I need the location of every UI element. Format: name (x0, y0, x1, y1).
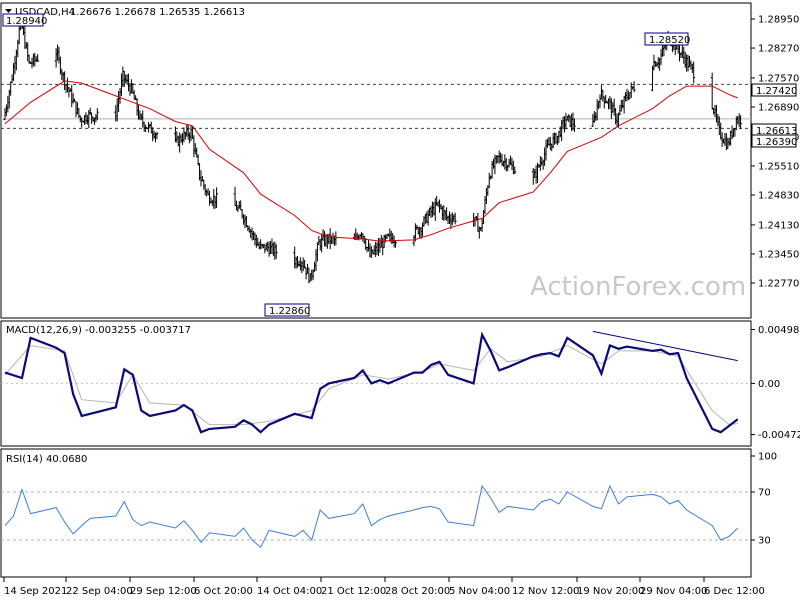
price-tick-label: 1.24830 (758, 191, 799, 202)
rsi-levels (1, 491, 751, 541)
candle (95, 108, 99, 121)
price-tick-label: 1.25510 (758, 161, 799, 172)
price-tick-label: 1.28270 (758, 44, 799, 55)
rsi-tick-label: 100 (758, 452, 777, 463)
macd-header: MACD(12,26,9) -0.003255 -0.003717 (6, 325, 191, 336)
time-tick-label: 14 Sep 2021 (4, 586, 67, 597)
time-tick-label: 29 Nov 04:00 (640, 586, 707, 597)
candle (394, 240, 398, 248)
candles (3, 12, 743, 284)
macd-panel: 0.00498 0.00 -0.004723 MACD(12,26,9) -0.00… (0, 320, 800, 447)
candle (739, 115, 743, 130)
price-tick-label: 1.26890 (758, 103, 799, 114)
candle (155, 131, 159, 140)
macd-tick-label: -0.004723 (758, 430, 800, 441)
macd-line (4, 331, 739, 434)
rsi-panel: 100 70 30 RSI(14) 40.0680 (0, 448, 777, 578)
time-tick-label: 6 Oct 20:00 (194, 586, 253, 597)
candle (572, 118, 576, 132)
candle (36, 53, 40, 62)
time-tick-label: 12 Nov 12:00 (512, 586, 579, 597)
label-support: 1.26390 (751, 134, 797, 148)
macd-trendline (592, 330, 738, 362)
svg-text:1.26613: 1.26613 (756, 126, 797, 137)
macd-tick-label: 0.00498 (758, 325, 799, 336)
rsi-panel-frame (0, 448, 752, 578)
rsi-header: RSI(14) 40.0680 (6, 454, 87, 465)
rsi-tick-label: 30 (758, 536, 771, 547)
svg-text:1.22860: 1.22860 (269, 306, 310, 317)
rsi-tick-label: 70 (758, 488, 771, 499)
svg-text:1.26390: 1.26390 (756, 137, 797, 148)
svg-text:1.28520: 1.28520 (649, 35, 690, 46)
label-current-price: 1.26613 (751, 123, 797, 137)
time-tick-label: 6 Dec 12:00 (704, 586, 765, 597)
label-high-left: 1.28940 (2, 13, 47, 27)
time-tick-label: 21 Oct 12:00 (321, 586, 386, 597)
time-tick-label: 29 Sep 12:00 (130, 586, 197, 597)
candle (215, 187, 219, 208)
time-tick-label: 19 Nov 20:00 (577, 586, 644, 597)
candle (692, 61, 696, 84)
candle (453, 212, 457, 225)
price-tick-label: 1.23450 (758, 249, 799, 260)
label-high-right: 1.28520 (644, 32, 690, 46)
time-tick-label: 5 Nov 04:00 (449, 586, 510, 597)
candle (274, 243, 278, 259)
moving-average-line (4, 80, 738, 242)
rsi-axis: 100 70 30 (751, 452, 777, 547)
time-tick-label: 28 Oct 20:00 (385, 586, 450, 597)
svg-text:1.27420: 1.27420 (756, 86, 797, 97)
symbol-header: USDCAD,H4 (15, 7, 75, 18)
price-panel-frame (0, 2, 752, 319)
macd-tick-label: 0.00 (758, 379, 780, 390)
ohlc-header: 1.26676 1.26678 1.26535 1.26613 (70, 7, 245, 18)
macd-signal-line (4, 344, 738, 426)
time-tick-label: 22 Sep 04:00 (66, 586, 133, 597)
svg-text:1.28940: 1.28940 (6, 16, 47, 27)
candle (632, 81, 636, 93)
macd-axis: 0.00498 0.00 -0.004723 (1, 325, 800, 441)
watermark: ActionForex.com (530, 272, 746, 302)
time-tick-label: 14 Oct 04:00 (257, 586, 322, 597)
label-low: 1.22860 (264, 303, 310, 317)
price-tick-label: 1.27570 (758, 73, 799, 84)
price-tick-label: 1.22770 (758, 279, 799, 290)
price-tick-label: 1.28950 (758, 15, 799, 26)
price-panel: 1.289501.282701.275701.268901.261901.255… (0, 2, 799, 319)
price-tick-label: 1.24130 (758, 220, 799, 231)
rsi-line (4, 484, 739, 548)
label-resistance: 1.27420 (751, 83, 797, 97)
dropdown-arrow-icon[interactable] (5, 9, 12, 13)
candle (513, 166, 517, 174)
price-axis: 1.289501.282701.275701.268901.261901.255… (751, 15, 799, 290)
